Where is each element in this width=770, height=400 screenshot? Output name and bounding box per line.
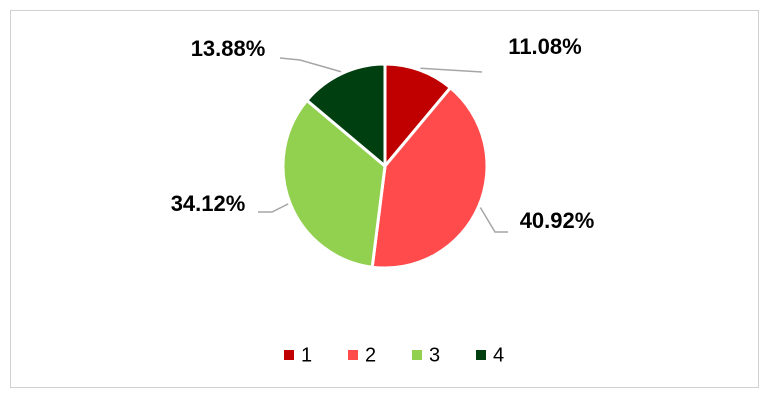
- data-label: 40.92%: [520, 208, 595, 233]
- pie-slice: [370, 85, 489, 270]
- pie-slice: [281, 98, 387, 269]
- pie-slice: [304, 62, 387, 170]
- leader-line: [279, 57, 342, 73]
- data-label: 13.88%: [191, 36, 266, 61]
- legend-swatch: [476, 350, 486, 360]
- leader-line: [258, 203, 289, 213]
- legend-label: 3: [429, 344, 440, 366]
- legend-swatch: [412, 350, 422, 360]
- legend-swatch: [284, 350, 294, 360]
- legend-label: 2: [365, 344, 376, 366]
- leader-line: [420, 67, 483, 73]
- leader-line: [479, 207, 508, 233]
- legend-label: 1: [301, 344, 312, 366]
- data-label: 11.08%: [508, 34, 581, 59]
- legend-label: 4: [493, 344, 504, 366]
- data-label: 34.12%: [171, 191, 246, 216]
- legend-swatch: [348, 350, 358, 360]
